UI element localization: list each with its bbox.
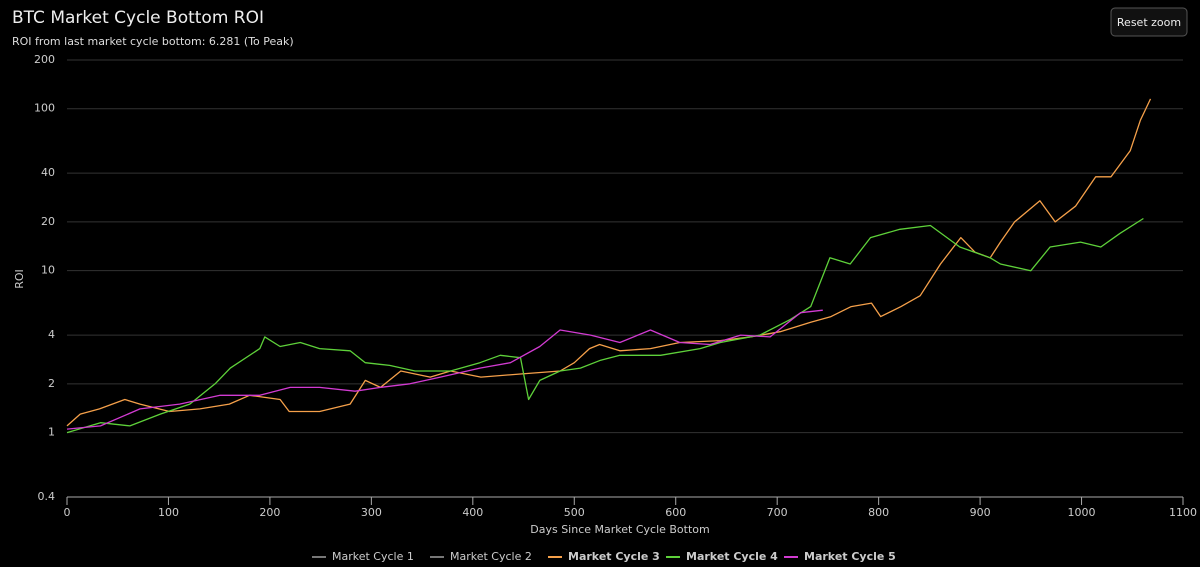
legend-label[interactable]: Market Cycle 1 — [332, 550, 414, 563]
button-frame[interactable] — [1110, 7, 1188, 37]
legend-label[interactable]: Market Cycle 4 — [686, 550, 778, 563]
y-tick-label: 200 — [34, 53, 55, 66]
x-tick-label: 0 — [64, 506, 71, 519]
legend-label[interactable]: Market Cycle 2 — [450, 550, 532, 563]
legend-item[interactable]: Market Cycle 2 — [430, 550, 532, 563]
y-tick-label: 1 — [48, 426, 55, 439]
x-tick-label: 800 — [868, 506, 889, 519]
chart-subtitle: ROI from last market cycle bottom: 6.281… — [12, 35, 294, 48]
series-line — [66, 98, 1152, 427]
reset-zoom-button[interactable]: Reset zoom — [1110, 7, 1188, 37]
x-tick-label: 1100 — [1169, 506, 1197, 519]
legend-item[interactable]: Market Cycle 1 — [312, 550, 414, 563]
x-tick-label: 400 — [462, 506, 483, 519]
button-label[interactable]: Reset zoom — [1117, 16, 1181, 29]
x-tick-label: 900 — [970, 506, 991, 519]
y-tick-label: 10 — [41, 264, 55, 277]
x-tick-label: 1000 — [1068, 506, 1096, 519]
y-axis-label: ROI — [13, 269, 26, 289]
series-line — [66, 309, 823, 430]
legend-item[interactable]: Market Cycle 5 — [784, 550, 896, 563]
y-tick-label: 40 — [41, 166, 55, 179]
legend-item[interactable]: Market Cycle 4 — [666, 550, 778, 563]
legend-item[interactable]: Market Cycle 3 — [548, 550, 660, 563]
legend-label[interactable]: Market Cycle 5 — [804, 550, 896, 563]
x-tick-label: 300 — [361, 506, 382, 519]
x-tick-label: 700 — [767, 506, 788, 519]
y-tick-label: 100 — [34, 102, 55, 115]
x-tick-label: 500 — [564, 506, 585, 519]
x-axis-label: Days Since Market Cycle Bottom — [530, 523, 710, 536]
y-tick-label: 4 — [48, 328, 55, 341]
chart-title: BTC Market Cycle Bottom ROI — [12, 8, 264, 28]
series-line — [66, 217, 1144, 434]
x-tick-label: 100 — [158, 506, 179, 519]
y-tick-label: 2 — [48, 377, 55, 390]
x-tick-label: 200 — [259, 506, 280, 519]
x-tick-label: 600 — [665, 506, 686, 519]
legend-label[interactable]: Market Cycle 3 — [568, 550, 660, 563]
y-tick-label: 0.4 — [38, 490, 56, 503]
y-tick-label: 20 — [41, 215, 55, 228]
